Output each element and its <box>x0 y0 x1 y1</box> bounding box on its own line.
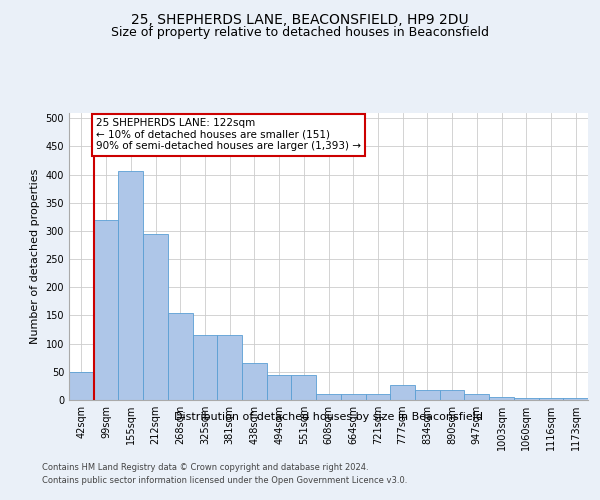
Bar <box>539 398 563 400</box>
Text: Contains public sector information licensed under the Open Government Licence v3: Contains public sector information licen… <box>42 476 407 485</box>
Bar <box>489 396 514 400</box>
Bar <box>292 374 316 400</box>
Text: 25 SHEPHERDS LANE: 122sqm
← 10% of detached houses are smaller (151)
90% of semi: 25 SHEPHERDS LANE: 122sqm ← 10% of detac… <box>96 118 361 152</box>
Text: Size of property relative to detached houses in Beaconsfield: Size of property relative to detached ho… <box>111 26 489 39</box>
Bar <box>217 335 242 400</box>
Text: Contains HM Land Registry data © Crown copyright and database right 2024.: Contains HM Land Registry data © Crown c… <box>42 462 368 471</box>
Bar <box>267 374 292 400</box>
Bar <box>193 335 217 400</box>
Bar <box>390 385 415 400</box>
Text: 25, SHEPHERDS LANE, BEACONSFIELD, HP9 2DU: 25, SHEPHERDS LANE, BEACONSFIELD, HP9 2D… <box>131 12 469 26</box>
Bar <box>415 390 440 400</box>
Bar <box>514 398 539 400</box>
Bar <box>563 398 588 400</box>
Bar <box>94 220 118 400</box>
Bar <box>316 394 341 400</box>
Bar <box>118 170 143 400</box>
Text: Distribution of detached houses by size in Beaconsfield: Distribution of detached houses by size … <box>175 412 484 422</box>
Bar <box>440 390 464 400</box>
Bar <box>341 394 365 400</box>
Y-axis label: Number of detached properties: Number of detached properties <box>30 168 40 344</box>
Bar <box>365 394 390 400</box>
Bar <box>69 372 94 400</box>
Bar <box>143 234 168 400</box>
Bar <box>242 364 267 400</box>
Bar <box>168 312 193 400</box>
Bar <box>464 394 489 400</box>
